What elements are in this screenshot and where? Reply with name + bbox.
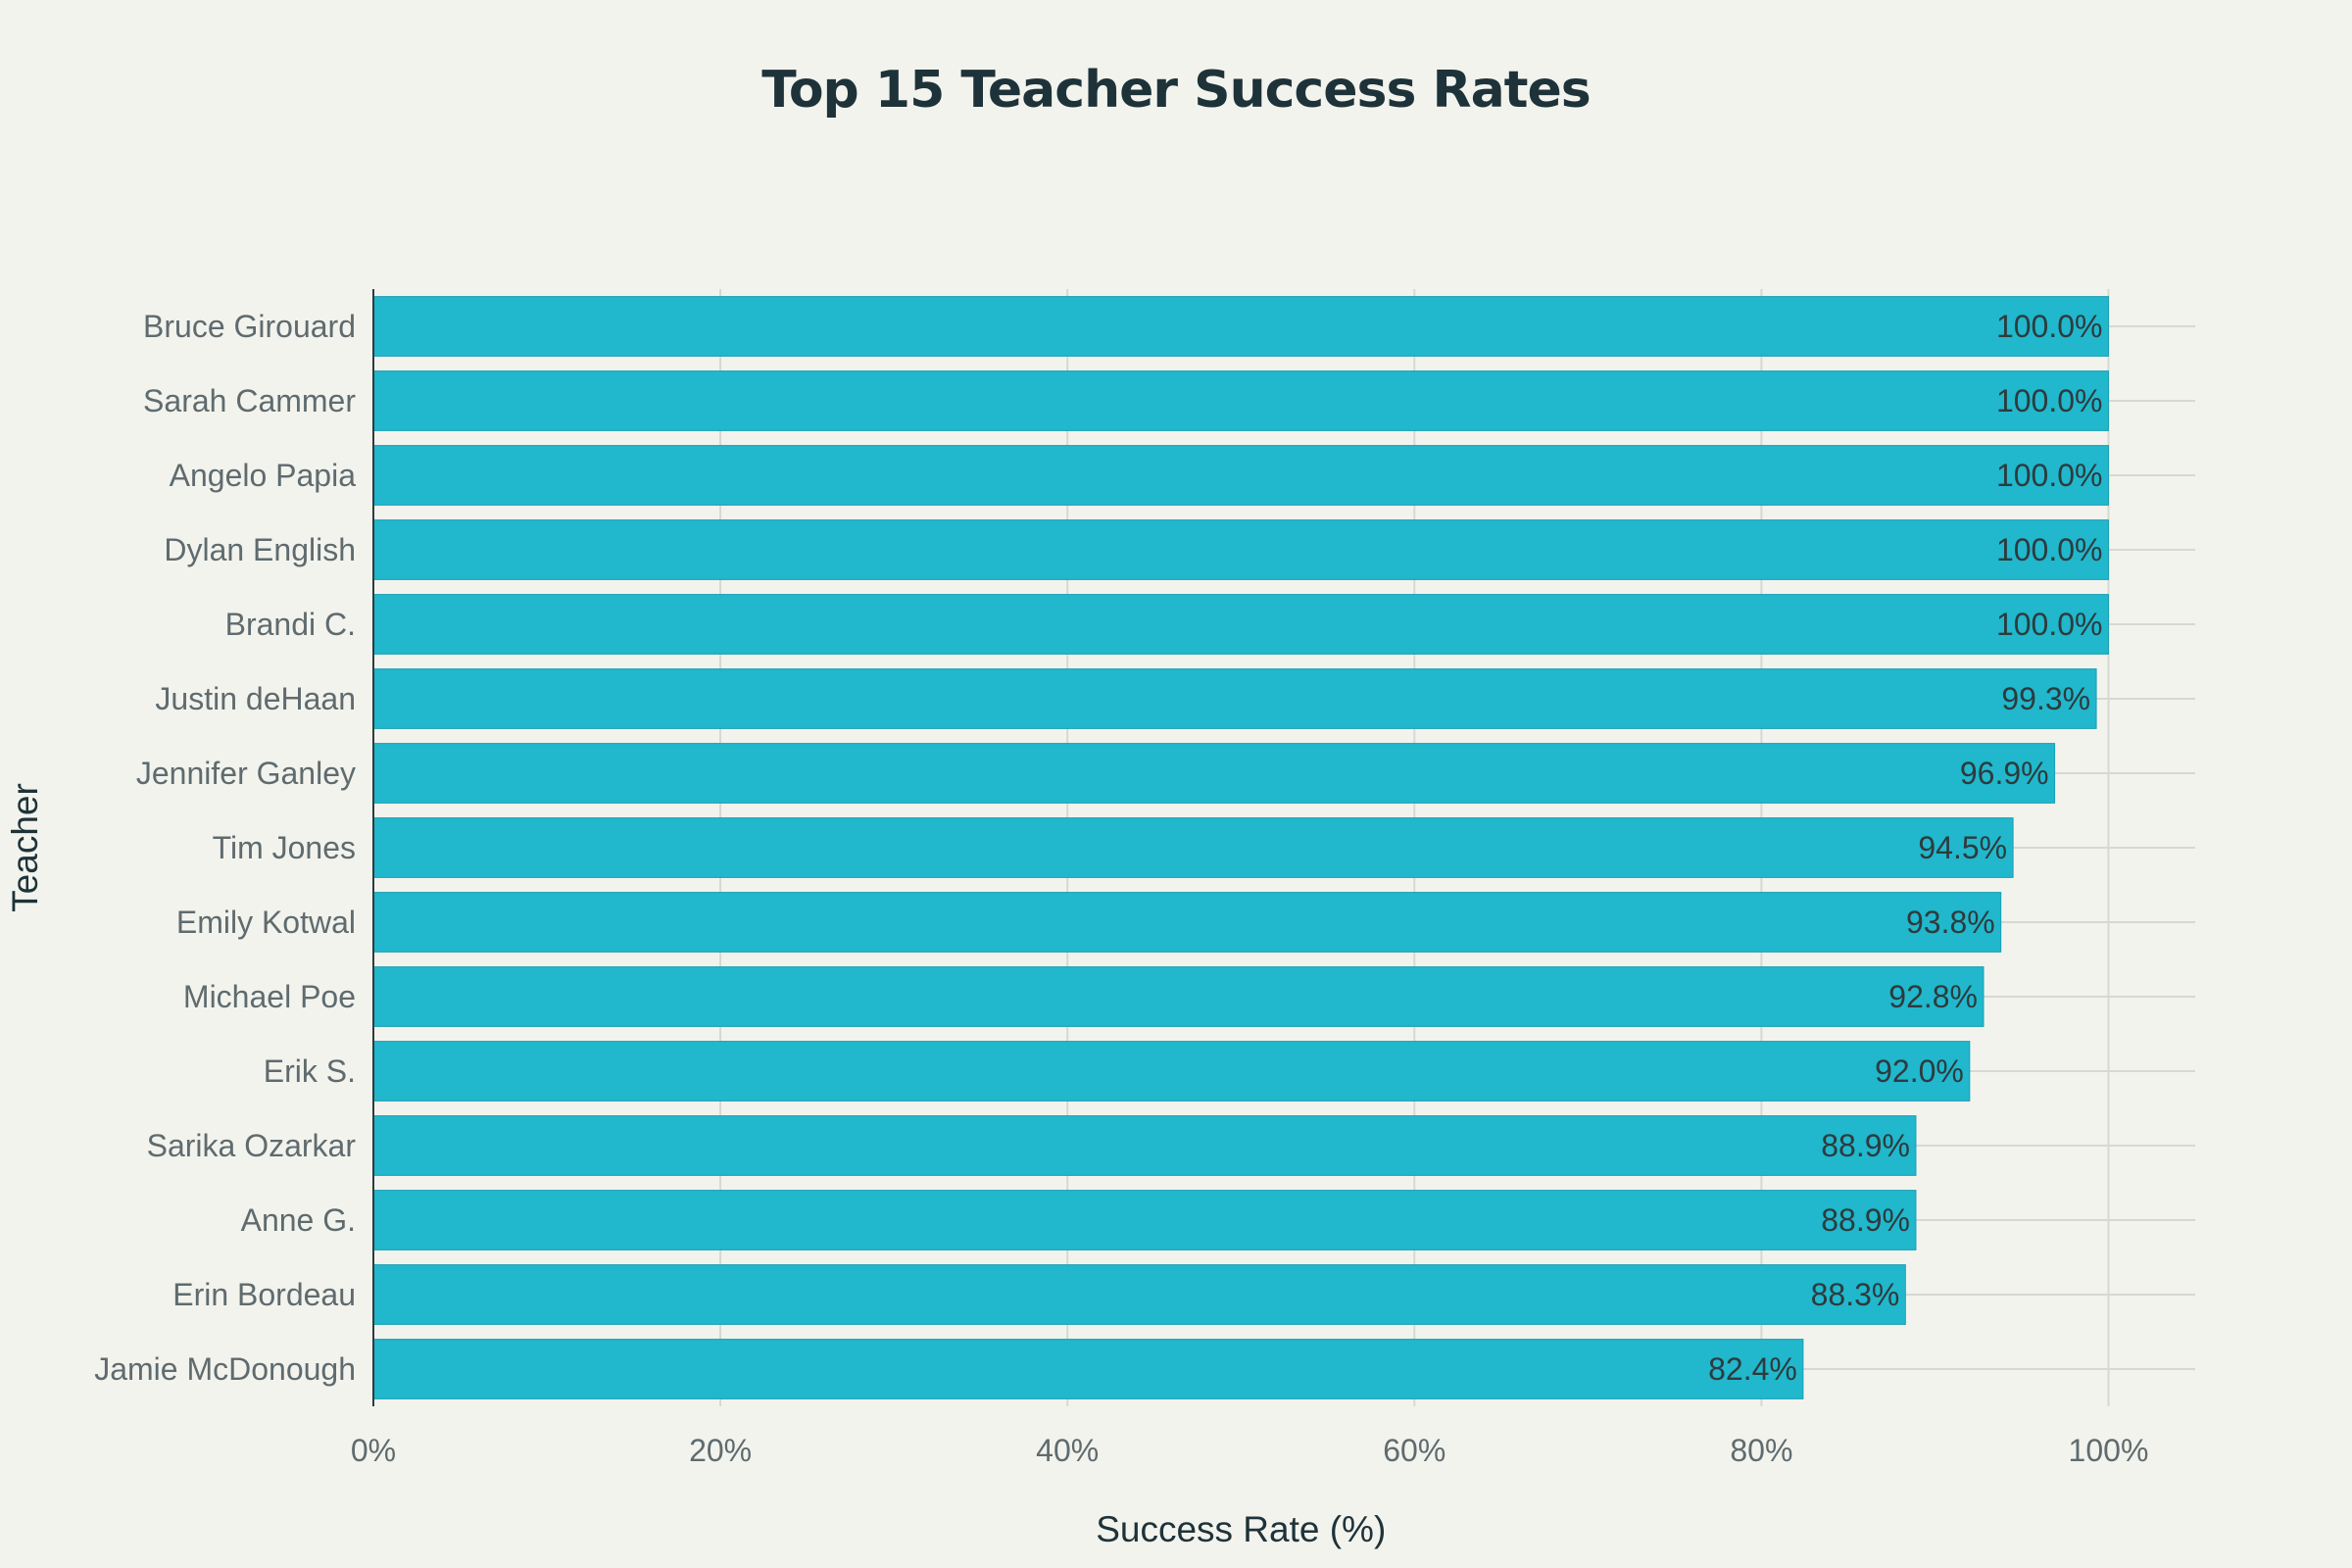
y-tick-label: Sarah Cammer bbox=[143, 383, 356, 418]
x-tick-label: 0% bbox=[351, 1433, 396, 1468]
x-tick-label: 80% bbox=[1730, 1433, 1792, 1468]
bar bbox=[372, 1264, 1906, 1325]
bar-value-label: 99.3% bbox=[2001, 681, 2090, 716]
bar-value-label: 94.5% bbox=[1918, 830, 2007, 865]
bar bbox=[372, 445, 2109, 506]
bar-value-label: 100.0% bbox=[1996, 458, 2103, 493]
bar-value-label: 88.9% bbox=[1821, 1202, 1910, 1238]
y-tick-label: Michael Poe bbox=[183, 979, 356, 1014]
bar bbox=[372, 296, 2109, 357]
y-tick-label: Bruce Girouard bbox=[143, 309, 356, 344]
y-tick-label: Jennifer Ganley bbox=[136, 756, 356, 791]
bar bbox=[372, 370, 2109, 431]
bar-value-label: 100.0% bbox=[1996, 383, 2103, 418]
bar bbox=[372, 966, 1984, 1027]
bar bbox=[372, 594, 2109, 655]
y-tick-label: Justin deHaan bbox=[155, 681, 356, 716]
bar-value-label: 88.3% bbox=[1811, 1277, 1900, 1312]
x-tick-label: 60% bbox=[1383, 1433, 1446, 1468]
bar-value-label: 92.0% bbox=[1875, 1054, 1964, 1089]
bar-value-label: 92.8% bbox=[1888, 979, 1978, 1014]
bar bbox=[372, 1339, 1804, 1399]
bar-value-label: 88.9% bbox=[1821, 1128, 1910, 1163]
bar bbox=[372, 1041, 1971, 1102]
y-tick-label: Erin Bordeau bbox=[172, 1277, 356, 1312]
bar-value-label: 93.8% bbox=[1906, 905, 1995, 940]
bar bbox=[372, 519, 2109, 580]
x-tick-label: 100% bbox=[2069, 1433, 2149, 1468]
y-axis-title: Teacher bbox=[5, 783, 45, 912]
x-tick-label: 40% bbox=[1036, 1433, 1099, 1468]
bar bbox=[372, 668, 2097, 729]
bar-value-label: 100.0% bbox=[1996, 309, 2103, 344]
x-tick-label: 20% bbox=[689, 1433, 752, 1468]
y-tick-label: Sarika Ozarkar bbox=[147, 1128, 357, 1163]
bar bbox=[372, 892, 2002, 953]
bar-layer bbox=[372, 296, 2109, 1399]
y-tick-label: Jamie McDonough bbox=[94, 1351, 356, 1387]
y-tick-label: Tim Jones bbox=[213, 830, 356, 865]
bar bbox=[372, 743, 2056, 804]
x-axis-title: Success Rate (%) bbox=[1096, 1509, 1386, 1549]
y-tick-label: Anne G. bbox=[241, 1202, 356, 1238]
bar-value-label: 82.4% bbox=[1708, 1351, 1797, 1387]
y-tick-label: Brandi C. bbox=[225, 607, 356, 642]
bar-value-label: 100.0% bbox=[1996, 607, 2103, 642]
bar-value-label: 100.0% bbox=[1996, 532, 2103, 567]
bar-value-label: 96.9% bbox=[1960, 756, 2049, 791]
y-tick-label: Erik S. bbox=[264, 1054, 356, 1089]
bar bbox=[372, 1115, 1917, 1176]
bar bbox=[372, 817, 2014, 878]
chart-title: Top 15 Teacher Success Rates bbox=[761, 61, 1591, 120]
y-tick-label: Emily Kotwal bbox=[176, 905, 356, 940]
label-layer: 0% 20% 40% 60% 80% 100% 100.0% Bruce Girouard 10… bbox=[94, 309, 2148, 1468]
y-tick-label: Dylan English bbox=[164, 532, 356, 567]
bar bbox=[372, 1190, 1917, 1250]
y-tick-label: Angelo Papia bbox=[170, 458, 357, 493]
